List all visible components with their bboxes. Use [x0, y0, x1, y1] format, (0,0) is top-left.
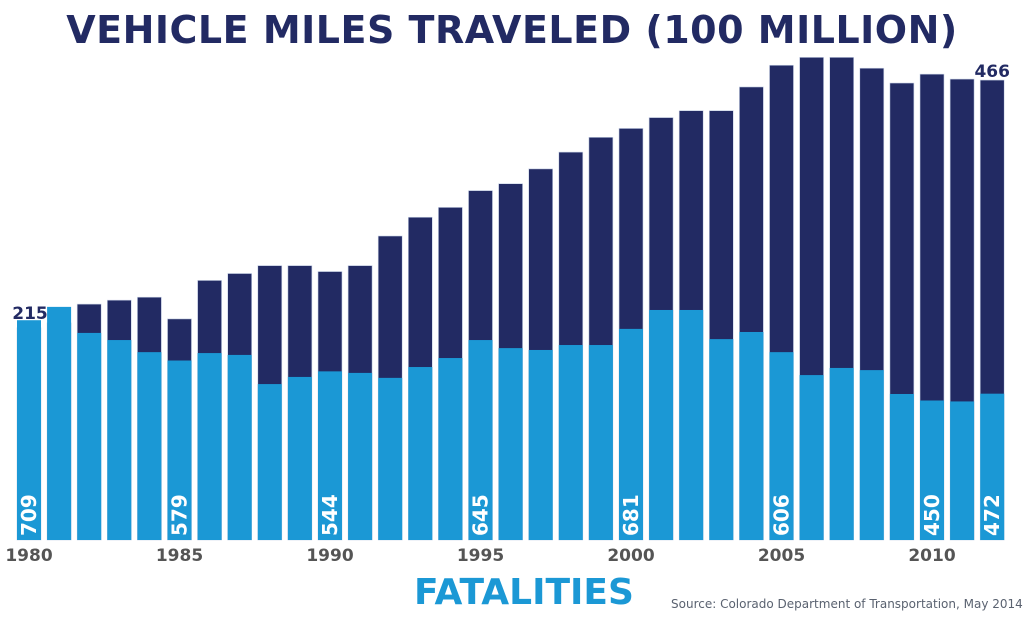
fatality-data-label: 579 [168, 494, 192, 536]
fatality-bar-1985 [167, 360, 192, 540]
vmt-data-label: 466 [974, 62, 1010, 82]
source-note: Source: Colorado Department of Transport… [671, 597, 1023, 611]
fatality-bar-1996 [498, 348, 523, 540]
fatality-data-label: 681 [619, 494, 643, 536]
x-tick-label: 2005 [758, 546, 805, 566]
fatality-bar-1990 [318, 371, 342, 540]
fatality-bar-1993 [408, 367, 433, 540]
fatality-bar-1992 [378, 377, 403, 540]
x-tick-label: 1985 [156, 546, 203, 566]
fatality-bar-2012 [980, 393, 1005, 540]
fatality-bar-2008 [859, 370, 884, 540]
fatality-bar-2003 [709, 339, 734, 540]
fatality-data-label: 645 [469, 494, 493, 536]
fatality-bar-2010 [920, 400, 944, 540]
fatality-bar-2011 [950, 401, 975, 540]
x-tick-label: 2000 [607, 546, 654, 566]
fatality-bar-1998 [558, 345, 583, 540]
fatality-data-label: 606 [770, 494, 794, 536]
fatalities-axis-label: FATALITIES [414, 572, 634, 613]
fatality-bar-2009 [889, 393, 914, 540]
fatality-bar-2004 [739, 331, 764, 540]
fatality-data-label: 709 [17, 494, 41, 536]
fatality-bar-1991 [348, 372, 373, 540]
fatality-bar-2002 [679, 309, 704, 540]
fatality-bar-1982 [77, 332, 102, 540]
fatality-bar-2005 [769, 352, 794, 540]
x-tick-label: 1990 [306, 546, 353, 566]
fatality-bar-2000 [619, 328, 643, 540]
fatality-bar-1994 [438, 358, 463, 540]
fatality-bar-1983 [107, 340, 132, 540]
fatality-bar-1999 [588, 345, 613, 540]
x-tick-label: 1995 [457, 546, 504, 566]
fatality-bar-1986 [197, 353, 222, 540]
fatality-bar-1984 [137, 352, 162, 540]
vmt-data-label: 215 [12, 304, 48, 324]
x-tick-label: 2010 [908, 546, 955, 566]
fatality-bar-1989 [287, 376, 312, 540]
fatality-bar-1988 [257, 384, 282, 540]
fatality-data-label: 450 [920, 494, 944, 536]
fatality-bar-1997 [528, 349, 553, 540]
fatality-data-label: 472 [980, 494, 1004, 536]
fatality-bar-1980 [17, 320, 41, 540]
fatality-bar-2006 [799, 375, 824, 540]
fatality-bar-2007 [829, 367, 854, 540]
x-tick-label: 1980 [5, 546, 52, 566]
fatality-bar-1995 [468, 340, 493, 540]
fatality-data-label: 544 [318, 494, 342, 536]
fatality-bar-2001 [649, 309, 674, 540]
fatality-bar-1981 [47, 306, 72, 540]
fatality-bar-1987 [227, 354, 252, 540]
chart-title: VEHICLE MILES TRAVELED (100 MILLION) [66, 8, 958, 52]
